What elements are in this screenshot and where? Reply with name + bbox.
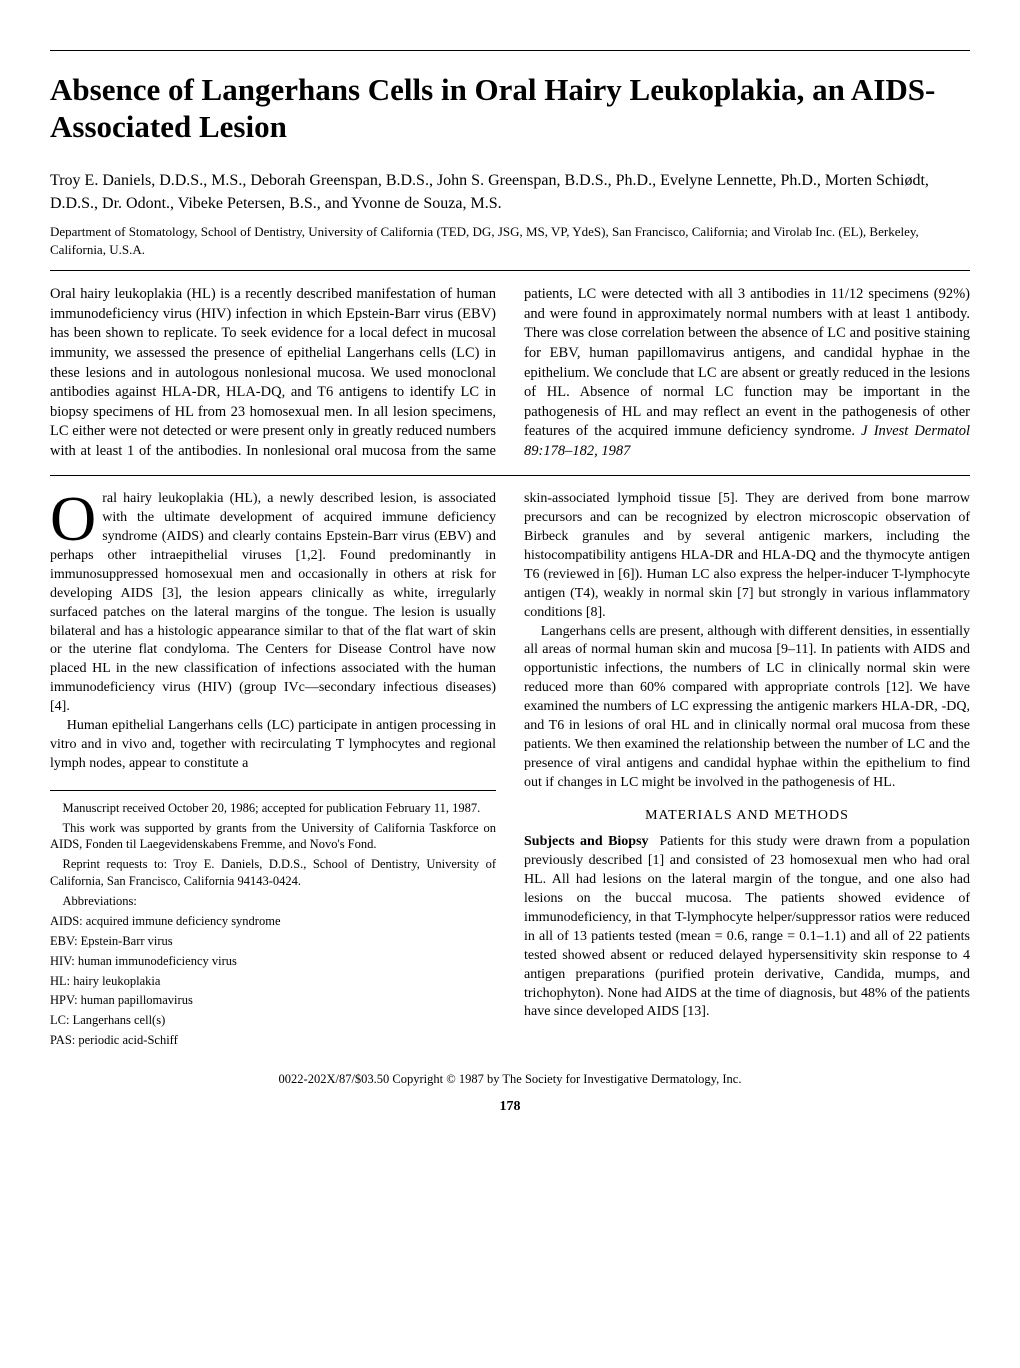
rule-below-abstract	[50, 475, 970, 476]
abbrev-hpv: HPV: human papillomavirus	[50, 992, 496, 1009]
dropcap: O	[50, 490, 102, 546]
intro-paragraph-2: Human epithelial Langerhans cells (LC) p…	[50, 717, 496, 774]
methods-paragraph-1: Subjects and Biopsy Patients for this st…	[524, 833, 970, 1022]
rule-above-abstract	[50, 270, 970, 271]
footnote-support: This work was supported by grants from t…	[50, 820, 496, 854]
abbrev-lc: LC: Langerhans cell(s)	[50, 1012, 496, 1029]
footnote-abbrev-label: Abbreviations:	[50, 893, 496, 910]
author-list: Troy E. Daniels, D.D.S., M.S., Deborah G…	[50, 170, 970, 215]
abbrev-ebv: EBV: Epstein-Barr virus	[50, 933, 496, 950]
footnotes-block: Manuscript received October 20, 1986; ac…	[50, 790, 496, 1049]
abstract: Oral hairy leukoplakia (HL) is a recentl…	[50, 285, 970, 461]
article-title: Absence of Langerhans Cells in Oral Hair…	[50, 71, 970, 145]
abbrev-hl: HL: hairy leukoplakia	[50, 973, 496, 990]
intro-paragraph-3: skin-associated lymphoid tissue [5]. The…	[524, 490, 970, 622]
affiliation: Department of Stomatology, School of Den…	[50, 223, 970, 258]
page-number: 178	[50, 1098, 970, 1117]
article-body: Oral hairy leukoplakia (HL), a newly des…	[50, 490, 970, 1049]
methods-runin: Subjects and Biopsy	[524, 834, 649, 849]
top-rule	[50, 50, 970, 51]
abstract-text-left: Oral hairy leukoplakia (HL) is a recentl…	[50, 286, 538, 459]
abstract-text-right: tients, LC were detected with all 3 anti…	[524, 286, 970, 439]
footnote-reprint: Reprint requests to: Troy E. Daniels, D.…	[50, 856, 496, 890]
copyright-line: 0022-202X/87/$03.50 Copyright © 1987 by …	[50, 1071, 970, 1088]
methods-heading: MATERIALS AND METHODS	[524, 807, 970, 826]
abbrev-hiv: HIV: human immunodeficiency virus	[50, 953, 496, 970]
abbrev-pas: PAS: periodic acid-Schiff	[50, 1032, 496, 1049]
abbrev-aids: AIDS: acquired immune deficiency syndrom…	[50, 913, 496, 930]
intro-paragraph-4: Langerhans cells are present, although w…	[524, 623, 970, 793]
footnote-received: Manuscript received October 20, 1986; ac…	[50, 800, 496, 817]
intro-paragraph-1: Oral hairy leukoplakia (HL), a newly des…	[50, 490, 496, 717]
